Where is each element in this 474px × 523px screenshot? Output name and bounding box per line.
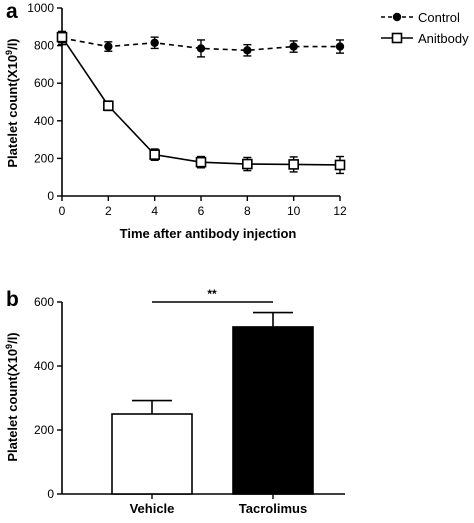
y-tick-label-a: 400 (34, 114, 54, 128)
y-tick-label-a: 800 (34, 39, 54, 53)
tacrolimus-bar (232, 326, 314, 495)
x-tick-label-a: 4 (151, 204, 158, 218)
bars-b (111, 311, 314, 495)
y-axis-title-b-sup: 9 (4, 344, 14, 349)
x-tick-label-a: 6 (198, 204, 205, 218)
x-tick-label-a: 10 (287, 204, 301, 218)
x-axis-title-a: Time after antibody injection (120, 226, 297, 241)
y-tick-label-a: 200 (34, 151, 54, 165)
y-axis-title-b-main: Platelet count(X10 (5, 349, 20, 462)
axes-a: 0 200 400 600 800 1000 0 2 4 6 8 10 12 (27, 1, 347, 218)
series-a (56, 30, 346, 175)
y-tick-label-a: 1000 (27, 1, 54, 15)
y-tick-label-b: 400 (34, 359, 54, 373)
legend-control-marker (392, 12, 402, 22)
control-point (289, 42, 298, 51)
x-tick-label-a: 0 (59, 204, 66, 218)
x-tick-label-a: 8 (244, 204, 251, 218)
bar-chart-panel: b Platelet count(X109/l) 0 200 400 600 Vehic… (4, 287, 345, 516)
tacrolimus-category-label: Tacrolimus (239, 501, 307, 516)
panel-letter-a: a (6, 0, 18, 23)
antibody-point (242, 158, 253, 170)
legend: Control Anitbody (381, 10, 469, 46)
significance-label: ** (207, 287, 217, 301)
x-tick-label-a: 2 (105, 204, 112, 218)
control-point (104, 42, 113, 51)
legend-antibody-label: Anitbody (418, 31, 469, 46)
antibody-point (195, 156, 207, 168)
y-tick-label-a: 0 (47, 189, 54, 203)
antibody-point (288, 159, 299, 170)
x-tick-label-a: 12 (333, 204, 347, 218)
control-point (243, 46, 252, 55)
vehicle-category-label: Vehicle (130, 501, 175, 516)
antibody-point (56, 31, 68, 43)
control-point (335, 42, 345, 51)
antibody-point (334, 159, 346, 171)
vehicle-bar (111, 413, 193, 495)
y-axis-title-a-main: Platelet count(X10 (5, 55, 20, 168)
y-tick-label-b: 0 (47, 487, 54, 501)
legend-control-label: Control (418, 10, 460, 25)
y-axis-title-a-end: /l) (5, 38, 20, 50)
control-point (196, 44, 206, 53)
y-axis-title-b: Platelet count(X109/l) (4, 332, 20, 461)
y-axis-title-b-end: /l) (5, 332, 20, 344)
antibody-point (149, 149, 160, 160)
y-axis-title-a: Platelet count(X109/l) (4, 38, 20, 167)
antibody-point (103, 100, 114, 112)
control-point (150, 38, 159, 47)
panel-letter-b: b (6, 288, 19, 311)
y-tick-label-b: 200 (34, 423, 54, 437)
line-chart-panel: a Platelet count(X109/l) 0 200 400 600 800 10… (4, 0, 469, 241)
y-axis-title-a-sup: 9 (4, 50, 14, 55)
y-tick-label-b: 600 (34, 295, 54, 309)
y-tick-label-a: 600 (34, 76, 54, 90)
legend-antibody-marker (391, 32, 403, 44)
